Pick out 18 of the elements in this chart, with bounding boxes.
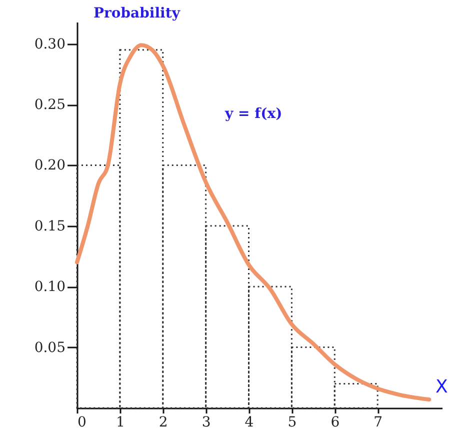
x-tick-label: 6	[330, 414, 340, 430]
line-series	[75, 43, 432, 402]
x-axis-title: X	[436, 376, 448, 398]
x-tick-label: 5	[288, 414, 297, 430]
x-tick-label: 7	[374, 414, 383, 430]
annotation: y = f(x)	[224, 106, 282, 122]
y-tick-label: 0.05	[34, 340, 66, 356]
y-tick-label: 0.20	[34, 158, 66, 174]
x-tick-label: 2	[158, 414, 168, 430]
y-tick-label: 0.30	[34, 36, 66, 52]
x-tick-label: 3	[202, 414, 211, 430]
x-tick-label: 1	[116, 414, 125, 430]
x-tick-label: 0	[78, 414, 86, 430]
y-axis-title: Probability	[94, 6, 181, 22]
y-tick-label: 0.15	[34, 218, 66, 234]
y-tick-label: 0.25	[34, 97, 66, 114]
x-tick-label: 4	[244, 414, 254, 430]
y-tick-label: 0.10	[34, 279, 66, 296]
